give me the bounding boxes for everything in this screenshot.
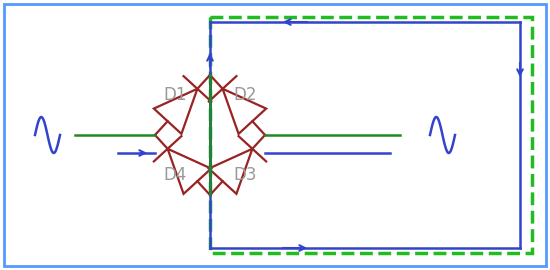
Text: D1: D1 <box>163 86 186 104</box>
Text: D4: D4 <box>163 166 186 184</box>
Text: D2: D2 <box>234 86 257 104</box>
Bar <box>210 17 532 253</box>
Text: D3: D3 <box>234 166 257 184</box>
